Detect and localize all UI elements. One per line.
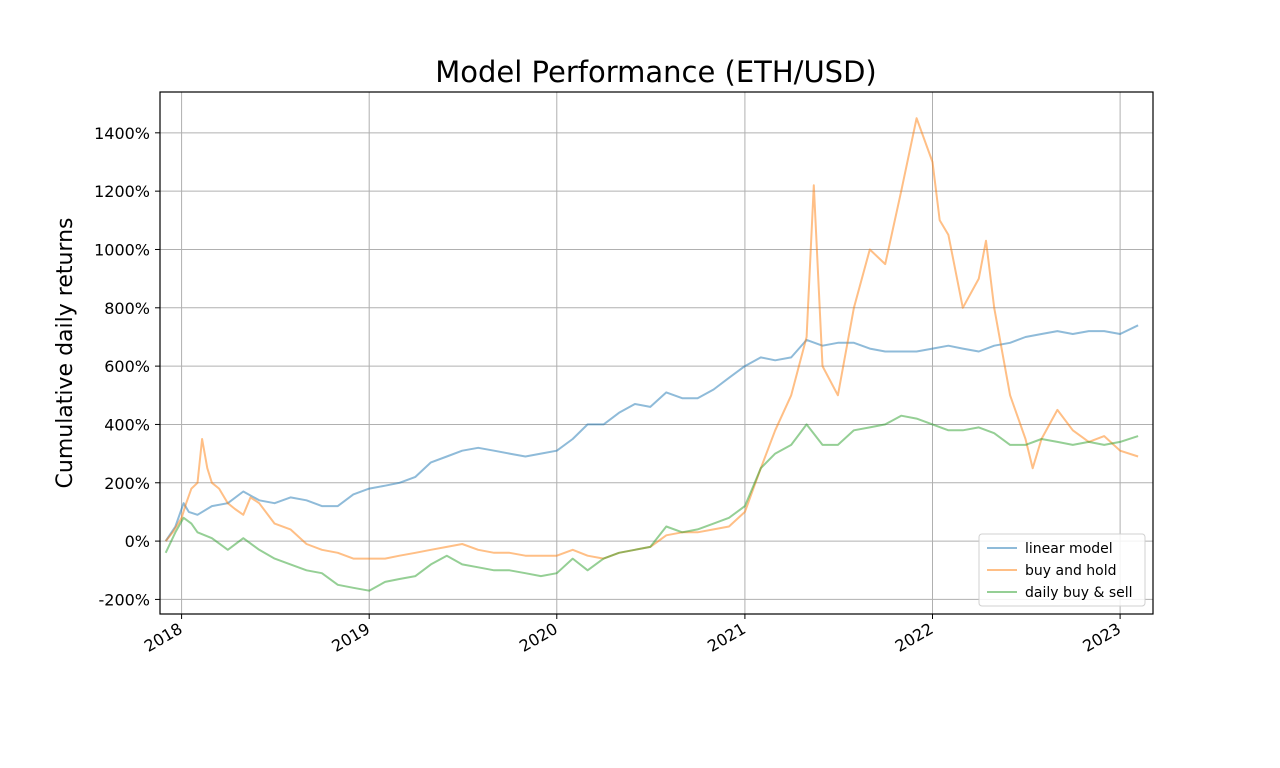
y-tick-label: 1200%	[94, 182, 150, 201]
y-tick-label: 200%	[104, 474, 150, 493]
y-tick-label: 800%	[104, 299, 150, 318]
grid-layer	[160, 92, 1153, 614]
y-tick-label: 600%	[104, 357, 150, 376]
chart-title: Model Performance (ETH/USD)	[435, 55, 877, 89]
legend-label: daily buy & sell	[1025, 585, 1133, 601]
y-tick-label: 0%	[125, 532, 150, 551]
legend-label: linear model	[1025, 541, 1113, 557]
series-line-daily-buy-sell	[164, 414, 1139, 592]
series-layer	[164, 117, 1139, 592]
axes-frame	[159, 91, 1154, 615]
y-tick-label: 1000%	[94, 240, 150, 259]
y-tick-label: 400%	[104, 415, 150, 434]
y-tick-label: 1400%	[94, 124, 150, 143]
y-tick-label: -200%	[98, 590, 150, 609]
legend-box	[978, 533, 1146, 607]
y-axis-label: Cumulative daily returns	[53, 218, 78, 489]
legend: linear model buy and hold daily buy & sell	[978, 533, 1146, 607]
legend-label: buy and hold	[1025, 563, 1117, 579]
series-line-linear-model	[164, 324, 1139, 542]
